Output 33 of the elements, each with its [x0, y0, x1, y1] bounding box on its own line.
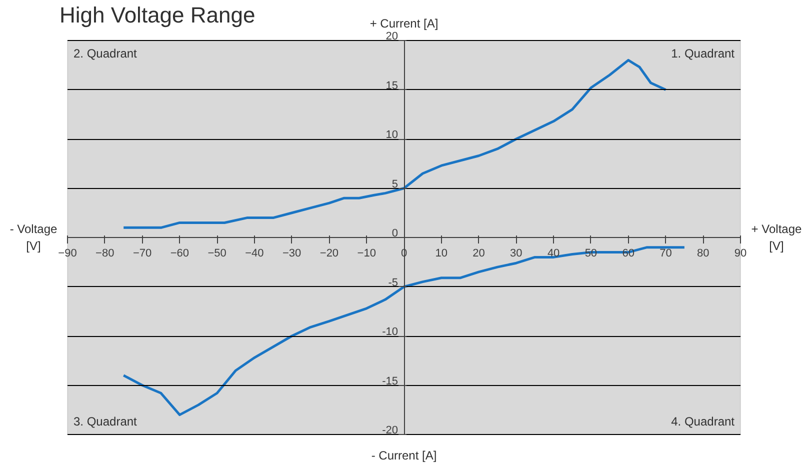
- x-tick-label: 20: [472, 248, 485, 260]
- x-axis-title: + Voltage [V]: [751, 222, 802, 253]
- y-tick-label: -15: [382, 375, 398, 388]
- x-tick-label: −20: [320, 248, 339, 260]
- x-tick-label: −50: [208, 248, 226, 260]
- text: - Current [A]: [371, 448, 437, 462]
- x-tick-label: −80: [96, 248, 114, 260]
- text: - Voltage [V]: [10, 222, 58, 253]
- y-tick-label: 0: [392, 228, 398, 240]
- y-tick-label: 20: [386, 30, 398, 42]
- x-tick-label: 30: [510, 248, 522, 260]
- x-tick-label: −10: [357, 248, 376, 260]
- y-tick-label: 15: [386, 80, 398, 92]
- chart-title: High Voltage Range: [60, 2, 256, 28]
- x-tick-label: −40: [245, 248, 264, 260]
- x-tick-label: −30: [282, 248, 302, 260]
- y-tick-label: 10: [386, 129, 398, 141]
- x-tick-label: 90: [734, 248, 747, 260]
- y-tick-label: -5: [388, 276, 398, 289]
- x-tick-label: 80: [696, 248, 710, 260]
- annotation: 1. Quadrant: [671, 46, 736, 60]
- y-axis-title: + Current [A]: [370, 16, 438, 30]
- annotation: 4. Quadrant: [671, 414, 736, 428]
- x-tick-label: 10: [435, 248, 448, 260]
- y-tick-label: -10: [382, 326, 398, 338]
- annotation: 3. Quadrant: [74, 414, 138, 428]
- x-tick-label: −60: [170, 248, 190, 260]
- x-tick-label: −70: [132, 248, 152, 260]
- y-tick-label: -20: [382, 424, 398, 436]
- y-tick-label: 5: [392, 178, 398, 190]
- annotation: 2. Quadrant: [74, 46, 138, 60]
- x-tick-label: 70: [660, 248, 672, 260]
- x-tick-label: −90: [58, 248, 77, 260]
